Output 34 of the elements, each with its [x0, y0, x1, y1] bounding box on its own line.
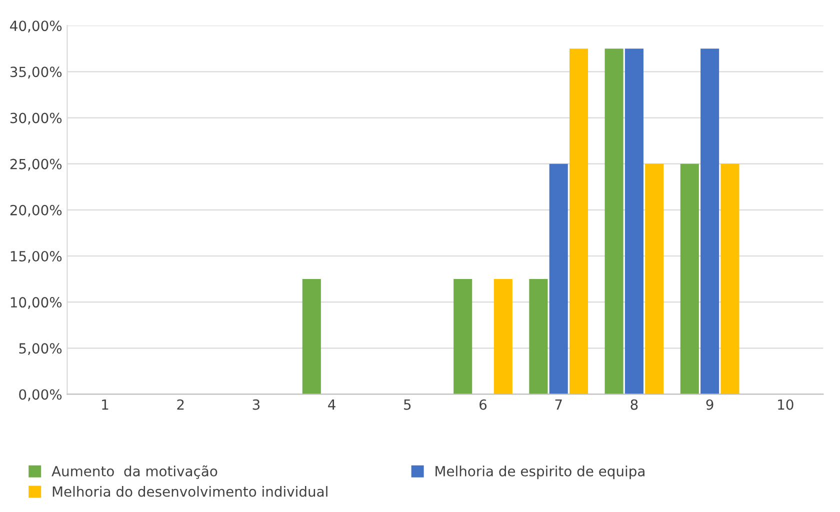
y-tick-label: 15,00%: [10, 250, 62, 263]
y-tick-label: 20,00%: [10, 204, 62, 217]
x-tick-label: 10: [778, 399, 794, 410]
x-tick-label: 1: [102, 400, 108, 410]
legend-label: Melhoria de espirito de equipa: [436, 466, 644, 480]
bar: [720, 164, 740, 394]
bar: [494, 279, 512, 394]
y-tick-label: 25,00%: [10, 158, 62, 171]
x-tick-label: 2: [177, 399, 184, 410]
bar: [645, 164, 664, 394]
bar: [549, 164, 568, 394]
x-tick-label: 4: [328, 400, 336, 410]
x-tick-label: 8: [630, 399, 638, 410]
bar: [700, 48, 720, 394]
x-tick-label: 6: [480, 399, 487, 410]
y-tick-label: 35,00%: [10, 66, 62, 79]
x-tick-label: 3: [252, 399, 260, 410]
bar: [604, 48, 624, 394]
x-tick-label: 5: [404, 400, 411, 410]
y-tick-label: 5,00%: [19, 343, 62, 356]
bar: [680, 164, 699, 394]
x-tick-label: 7: [555, 400, 562, 410]
bar: [624, 48, 644, 394]
bar: [569, 48, 588, 394]
bar: [454, 279, 472, 394]
y-tick-label: 40,00%: [10, 20, 62, 32]
x-tick-label: 9: [706, 399, 714, 410]
y-tick-label: 0,00%: [19, 389, 62, 402]
legend-label: Aumento da motivação: [52, 465, 218, 479]
y-tick-label: 30,00%: [10, 112, 62, 125]
y-tick-label: 10,00%: [10, 297, 62, 309]
legend-label: Melhoria do desenvolvimento individual: [52, 486, 328, 497]
bar: [302, 279, 321, 394]
bar: [529, 279, 548, 394]
